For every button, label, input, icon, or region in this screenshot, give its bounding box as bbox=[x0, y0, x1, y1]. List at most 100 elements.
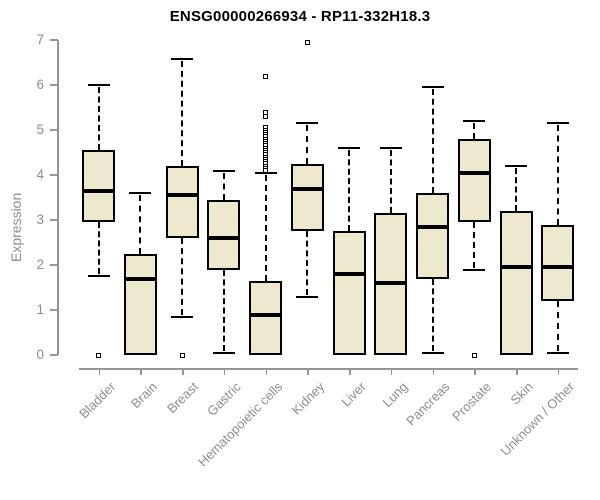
x-tick bbox=[432, 368, 434, 375]
x-tick bbox=[516, 368, 518, 375]
y-tick-label: 5 bbox=[36, 122, 44, 137]
upper-whisker bbox=[181, 60, 183, 166]
median-line bbox=[541, 265, 575, 270]
upper-whisker bbox=[264, 174, 267, 281]
median-line bbox=[165, 193, 199, 198]
median-line bbox=[374, 281, 408, 285]
upper-whisker-cap bbox=[379, 147, 402, 149]
y-tick-label: 6 bbox=[36, 77, 44, 92]
lower-whisker-cap bbox=[296, 295, 319, 298]
upper-whisker-cap bbox=[338, 147, 360, 149]
x-tick-label: Brain bbox=[127, 379, 160, 412]
lower-whisker bbox=[181, 238, 183, 315]
outlier-point bbox=[471, 352, 477, 358]
box-breast bbox=[165, 166, 199, 238]
lower-whisker-cap bbox=[463, 268, 486, 271]
x-tick-label: Skin bbox=[507, 379, 536, 408]
y-tick bbox=[50, 39, 58, 41]
upper-whisker-cap bbox=[505, 165, 527, 167]
x-tick bbox=[307, 368, 309, 375]
x-tick bbox=[182, 368, 184, 375]
box-gastric bbox=[207, 199, 241, 270]
y-tick bbox=[50, 264, 58, 266]
y-tick bbox=[50, 84, 58, 86]
median-line bbox=[249, 312, 282, 317]
median-line bbox=[123, 276, 157, 281]
outlier-point bbox=[304, 39, 310, 45]
lower-whisker-cap bbox=[421, 351, 444, 354]
lower-whisker bbox=[222, 269, 225, 351]
x-tick bbox=[557, 368, 560, 375]
y-tick-label: 3 bbox=[36, 212, 44, 227]
x-tick bbox=[474, 368, 476, 375]
y-tick-label: 2 bbox=[36, 257, 44, 272]
outlier-point bbox=[179, 352, 185, 358]
upper-whisker-cap bbox=[463, 120, 486, 122]
x-tick-label: Unknown / Other bbox=[497, 379, 578, 459]
lower-whisker bbox=[473, 222, 476, 268]
x-tick bbox=[140, 368, 142, 375]
x-tick-label: Prostate bbox=[449, 379, 494, 424]
chart-title: ENSG00000266934 - RP11-332H18.3 bbox=[169, 8, 431, 25]
y-tick-label: 0 bbox=[36, 347, 44, 362]
lower-whisker-cap bbox=[546, 351, 569, 354]
x-tick-label: Gastric bbox=[203, 379, 244, 419]
y-tick-label: 1 bbox=[36, 302, 44, 317]
box-brain bbox=[123, 253, 157, 355]
box-hematopoietic-cells bbox=[249, 280, 282, 355]
median-line bbox=[207, 236, 241, 240]
lower-whisker bbox=[556, 301, 559, 351]
upper-whisker bbox=[431, 89, 434, 193]
upper-whisker bbox=[139, 195, 142, 254]
lower-whisker bbox=[306, 231, 309, 295]
lower-whisker-cap bbox=[87, 275, 110, 278]
y-tick bbox=[50, 219, 58, 221]
upper-whisker-cap bbox=[171, 57, 193, 60]
upper-whisker-cap bbox=[546, 122, 569, 125]
upper-whisker-cap bbox=[129, 192, 152, 194]
upper-whisker bbox=[97, 87, 100, 151]
upper-whisker bbox=[515, 168, 517, 211]
x-tick bbox=[349, 368, 351, 375]
x-tick bbox=[98, 368, 100, 375]
lower-whisker bbox=[97, 222, 100, 275]
outlier-point bbox=[263, 73, 268, 79]
y-tick bbox=[50, 129, 58, 131]
upper-whisker-cap bbox=[87, 84, 110, 86]
y-tick bbox=[50, 174, 58, 176]
x-tick-label: Lung bbox=[379, 379, 411, 411]
upper-whisker bbox=[306, 125, 309, 164]
y-tick-label: 4 bbox=[36, 167, 44, 182]
x-axis-line bbox=[79, 368, 578, 370]
x-tick bbox=[223, 368, 226, 375]
upper-whisker bbox=[222, 172, 225, 200]
box-liver bbox=[332, 231, 366, 355]
x-tick-label: Liver bbox=[338, 379, 369, 410]
median-line bbox=[416, 224, 449, 229]
box-pancreas bbox=[416, 193, 449, 279]
x-tick-label: Breast bbox=[164, 379, 202, 417]
lower-whisker-cap bbox=[212, 351, 235, 354]
median-line bbox=[457, 170, 491, 175]
box-kidney bbox=[290, 163, 324, 232]
outlier-point bbox=[263, 114, 268, 119]
upper-whisker-cap bbox=[421, 86, 444, 89]
x-tick-label: Bladder bbox=[75, 379, 119, 422]
lower-whisker-cap bbox=[171, 315, 193, 318]
upper-whisker bbox=[473, 123, 476, 139]
y-tick bbox=[50, 309, 58, 311]
y-tick-label: 7 bbox=[36, 32, 44, 47]
x-tick bbox=[265, 368, 267, 375]
median-line bbox=[82, 188, 115, 193]
median-line bbox=[290, 186, 324, 191]
upper-whisker-cap bbox=[296, 122, 319, 125]
box-skin bbox=[499, 211, 533, 355]
lower-whisker bbox=[431, 278, 434, 351]
x-tick bbox=[390, 368, 393, 375]
x-tick-label: Kidney bbox=[288, 379, 327, 418]
upper-whisker bbox=[348, 150, 350, 232]
x-tick-label: Pancreas bbox=[402, 379, 453, 429]
y-tick bbox=[50, 354, 58, 356]
box-prostate bbox=[457, 139, 491, 223]
